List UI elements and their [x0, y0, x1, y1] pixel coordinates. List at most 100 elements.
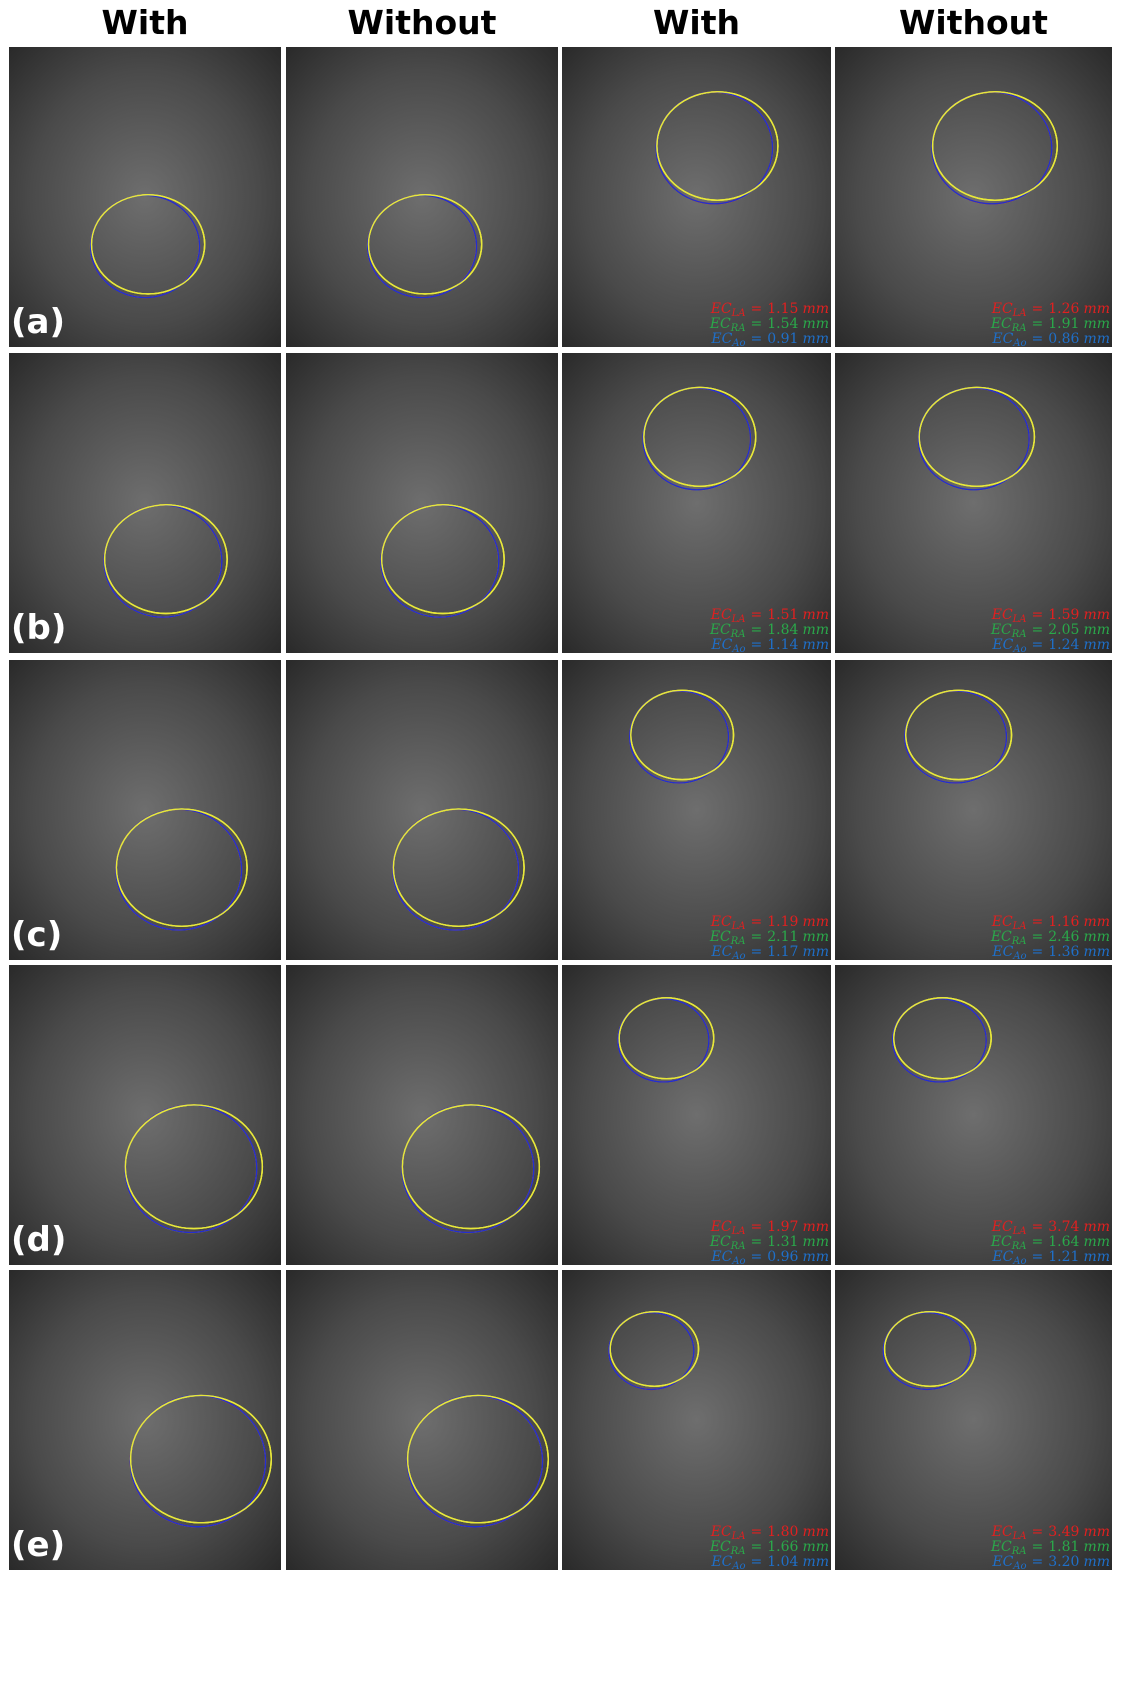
metric-symbol: EC	[991, 1249, 1013, 1265]
metric-value: 1.54	[767, 316, 798, 332]
metric-equals: =	[751, 622, 763, 638]
metric-text: ECAo =0.91mm	[710, 331, 829, 349]
metric-symbol: EC	[991, 1554, 1013, 1570]
metric-unit: mm	[1083, 944, 1110, 960]
column-header: With	[653, 3, 740, 42]
metric-text: ECAo=1.17mm	[710, 944, 829, 962]
metric-unit: mm	[1083, 914, 1110, 930]
metric-symbol: EC	[991, 1219, 1013, 1235]
metric-equals: =	[751, 637, 763, 653]
metric-unit: mm	[802, 914, 829, 930]
metric-equals: =	[751, 301, 763, 317]
metric-unit: mm	[1083, 637, 1110, 653]
metric-symbol: EC	[710, 1524, 732, 1540]
metric-value: 2.11	[767, 929, 798, 945]
metric-subscript: Ao	[731, 338, 745, 349]
metric-unit: mm	[1083, 301, 1110, 317]
metric-value: 1.51	[767, 607, 798, 623]
metric-unit: mm	[1083, 622, 1110, 638]
metric-unit: mm	[802, 331, 829, 347]
row-label: (e)	[11, 1525, 65, 1565]
metric-symbol: EC	[991, 914, 1013, 930]
metric-unit: mm	[802, 1219, 829, 1235]
metric-unit: mm	[802, 637, 829, 653]
metric-symbol: EC	[991, 331, 1013, 347]
metric-symbol: EC	[710, 944, 732, 960]
metric-unit: mm	[802, 944, 829, 960]
metric-symbol: EC	[710, 301, 732, 317]
metric-subscript: LA	[1012, 921, 1027, 932]
metric-equals: =	[751, 914, 763, 930]
metric-symbol: EC	[709, 929, 731, 945]
metric-symbol: EC	[710, 607, 732, 623]
metric-equals: =	[751, 1249, 763, 1265]
metric-value: 3.49	[1048, 1524, 1079, 1540]
metric-unit: mm	[1083, 1539, 1110, 1555]
metric-symbol: EC	[990, 316, 1012, 332]
metric-value: 1.26	[1048, 301, 1079, 317]
metric-equals: =	[1032, 331, 1044, 347]
figure: WithWithoutWithWithout(a)ECLA=1.15mmECRA…	[0, 0, 1121, 1700]
metric-subscript: LA	[1012, 614, 1027, 625]
metric-symbol: EC	[710, 914, 732, 930]
metric-symbol: EC	[990, 622, 1012, 638]
metric-subscript: Ao	[731, 1256, 745, 1267]
metric-value: 1.19	[767, 914, 798, 930]
metric-subscript: LA	[731, 1226, 746, 1237]
metric-value: 1.15	[767, 301, 798, 317]
metric-value: 1.36	[1048, 944, 1079, 960]
metric-equals: =	[751, 1539, 763, 1555]
metric-subscript: Ao	[731, 1561, 745, 1572]
metric-equals: =	[1032, 1234, 1044, 1250]
metric-equals: =	[1032, 622, 1044, 638]
column-header: Without	[348, 3, 497, 42]
metric-unit: mm	[802, 1524, 829, 1540]
metric-value: 0.91	[767, 331, 798, 347]
metric-equals: =	[1032, 607, 1044, 623]
metric-equals: =	[1032, 1219, 1044, 1235]
metric-value: 1.14	[767, 637, 798, 653]
metric-equals: =	[751, 1219, 763, 1235]
metric-unit: mm	[1083, 316, 1110, 332]
metric-value: 1.97	[767, 1219, 798, 1235]
metric-equals: =	[751, 929, 763, 945]
metric-equals: =	[751, 316, 763, 332]
metric-symbol: EC	[991, 637, 1013, 653]
metric-symbol: EC	[709, 316, 731, 332]
metric-equals: =	[751, 331, 763, 347]
metric-text: ECAo=0.96mm	[710, 1249, 829, 1267]
metric-unit: mm	[802, 929, 829, 945]
image-panel	[286, 353, 558, 653]
metric-unit: mm	[1083, 929, 1110, 945]
metric-equals: =	[1032, 1524, 1044, 1540]
metric-unit: mm	[1083, 1234, 1110, 1250]
metric-subscript: LA	[731, 921, 746, 932]
metric-text: ECAo=1.04mm	[710, 1554, 829, 1572]
metric-subscript: Ao	[1012, 644, 1026, 655]
metric-subscript: LA	[1012, 1226, 1027, 1237]
metric-subscript: Ao	[1012, 1561, 1026, 1572]
metric-unit: mm	[802, 1554, 829, 1570]
row-label: (d)	[11, 1220, 66, 1260]
metric-value: 3.20	[1048, 1554, 1079, 1570]
metric-unit: mm	[1083, 331, 1110, 347]
metric-equals: =	[1032, 316, 1044, 332]
metric-subscript: LA	[731, 308, 746, 319]
metric-value: 1.24	[1048, 637, 1079, 653]
metric-equals: =	[1032, 944, 1044, 960]
metric-equals: =	[1032, 929, 1044, 945]
metric-symbol: EC	[710, 1219, 732, 1235]
metric-value: 1.16	[1048, 914, 1079, 930]
metric-value: 2.05	[1048, 622, 1079, 638]
metric-value: 1.31	[767, 1234, 798, 1250]
metric-symbol: EC	[710, 331, 732, 347]
metric-equals: =	[1032, 637, 1044, 653]
metric-subscript: LA	[731, 1531, 746, 1542]
metric-value: 1.59	[1048, 607, 1079, 623]
metric-text: ECAo=1.21mm	[991, 1249, 1110, 1267]
metric-symbol: EC	[991, 944, 1013, 960]
metric-symbol: EC	[709, 622, 731, 638]
metric-unit: mm	[802, 1539, 829, 1555]
